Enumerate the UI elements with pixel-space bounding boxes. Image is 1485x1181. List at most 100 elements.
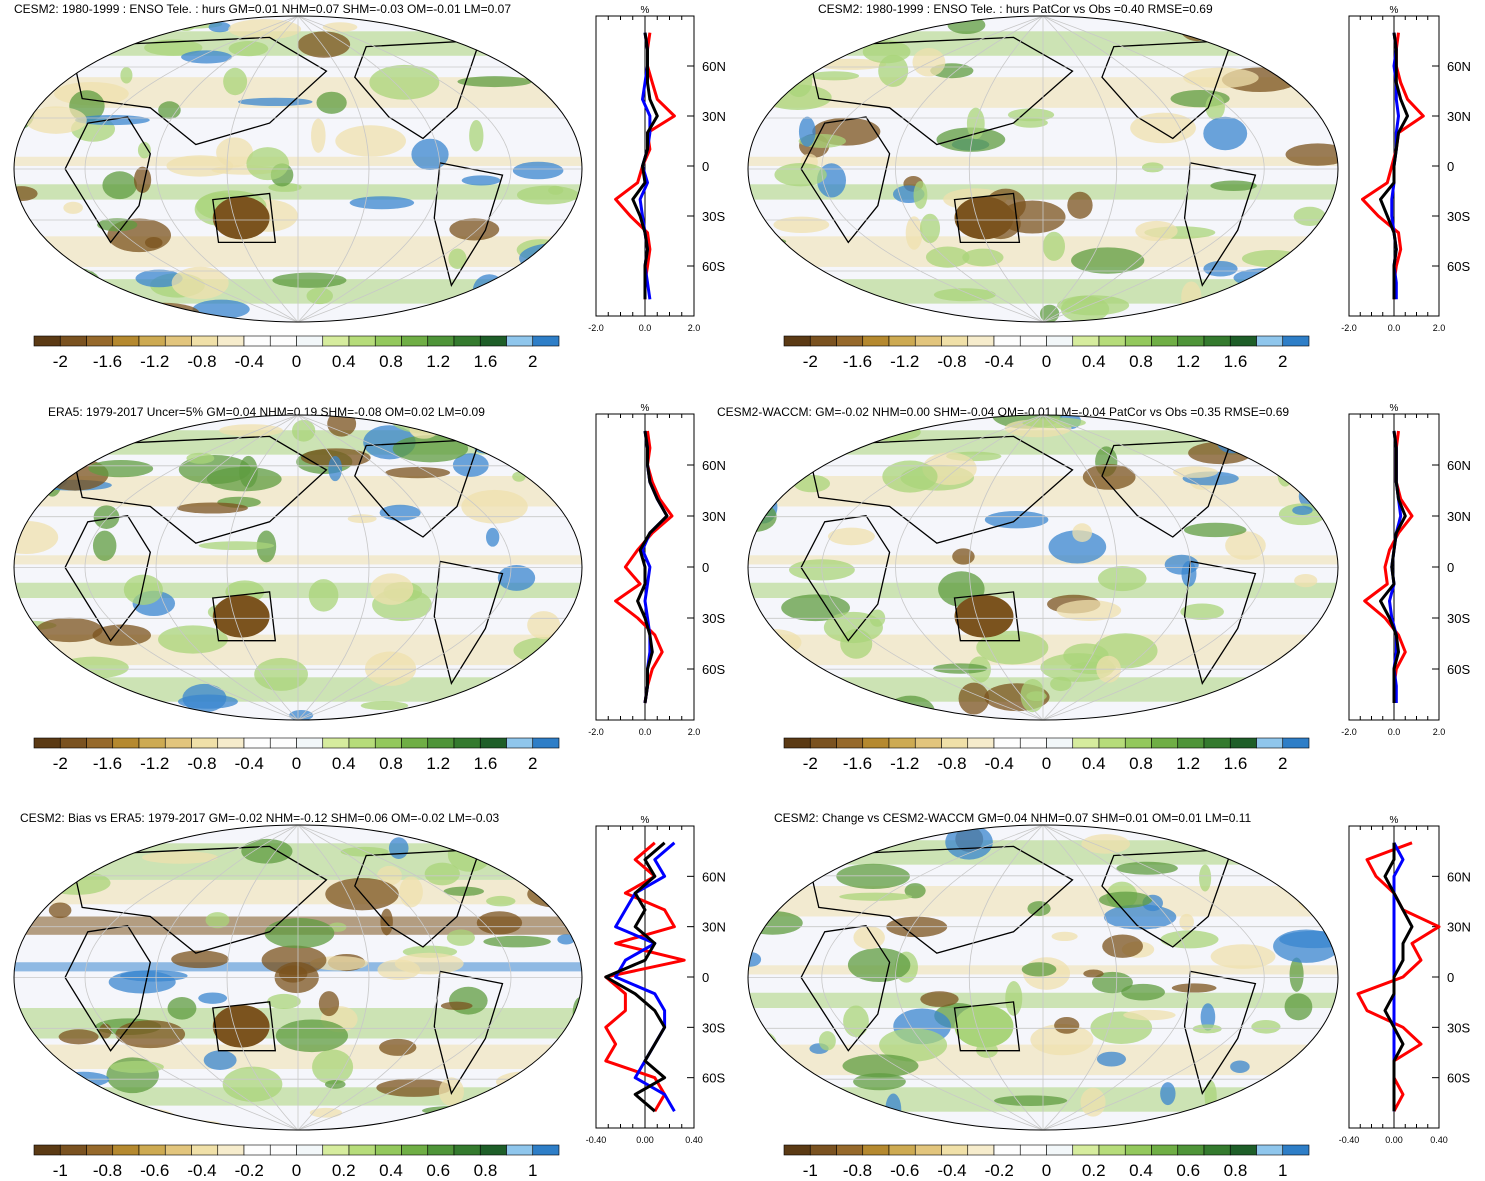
- field-blob: [246, 147, 289, 181]
- colorbar-label: 1.2: [426, 754, 450, 773]
- colorbar-box: [59, 335, 87, 347]
- colorbar-label: -1.2: [140, 352, 169, 371]
- field-blob: [530, 826, 548, 839]
- field-blob: [1294, 573, 1318, 588]
- graticule-lon: [297, 16, 512, 322]
- colorbar-box: [1098, 335, 1126, 347]
- australia-anomaly: [954, 594, 1014, 638]
- map-1: [747, 15, 1339, 323]
- colorbar-label: 2: [1278, 352, 1287, 371]
- field-blob: [773, 216, 830, 233]
- zonal-profile-4: % 60N 30N 0 30S 60S -0.40 0.00 0.40: [586, 815, 726, 1145]
- profile-lat-label: 30N: [702, 509, 726, 524]
- field-blob: [267, 993, 301, 1010]
- field-blob: [347, 514, 377, 524]
- graticule-lon: [895, 415, 1044, 720]
- graticule-lon: [1042, 16, 1118, 322]
- colorbar-label: 0: [292, 1161, 301, 1180]
- profile-x-label: 2.0: [1433, 727, 1446, 737]
- colorbar-label: 1.2: [426, 352, 450, 371]
- colorbar-label: 0.8: [379, 754, 403, 773]
- field-blob: [82, 1111, 133, 1122]
- field-blob: [962, 248, 1004, 267]
- colorbar-box: [112, 1144, 140, 1156]
- colorbar-box: [427, 737, 455, 749]
- field-blob: [1203, 116, 1248, 151]
- colorbar-box: [1124, 737, 1152, 749]
- profile-lat-label: 60S: [702, 259, 725, 274]
- field-blob: [1230, 1060, 1250, 1073]
- colorbar-box: [1229, 737, 1257, 749]
- colorbar-box: [479, 737, 507, 749]
- colorbar-box: [1124, 335, 1152, 347]
- field-blob: [14, 43, 54, 58]
- colorbar-box: [33, 335, 61, 347]
- colorbar-box: [1019, 335, 1047, 347]
- field-blob: [144, 237, 163, 249]
- colorbar-box: [243, 335, 271, 347]
- field-blob: [793, 474, 831, 493]
- colorbar-label: -0.8: [187, 352, 216, 371]
- graticule-lon: [226, 825, 299, 1130]
- field-blob: [171, 266, 229, 300]
- colorbar-4: -1 -0.8 -0.6 -0.4 -0.2 0 0.2 0.4 0.6 0.8 1: [33, 1144, 560, 1180]
- colorbar-box: [296, 335, 324, 347]
- graticule-lon: [84, 16, 299, 322]
- field-blob: [447, 308, 491, 322]
- field-blob: [449, 218, 500, 241]
- field-blob: [110, 33, 140, 43]
- field-blob: [1083, 969, 1104, 978]
- graticule-lon: [895, 16, 1044, 322]
- profile-x-label: -2.0: [1341, 323, 1357, 333]
- colorbar-box: [269, 737, 297, 749]
- field-blob: [1311, 1055, 1338, 1082]
- coastline: [433, 560, 504, 686]
- colorbar-box: [453, 737, 481, 749]
- colorbar-box: [217, 1144, 245, 1156]
- colorbar-box: [993, 335, 1021, 347]
- field-blob: [836, 863, 910, 889]
- graticule-lon: [1042, 415, 1118, 720]
- map-4: [13, 824, 583, 1131]
- field-blob: [241, 838, 293, 864]
- colorbar-box: [1098, 737, 1126, 749]
- field-blob: [102, 171, 137, 200]
- field-blob: [137, 141, 151, 159]
- field-blob: [1173, 466, 1218, 478]
- field-blob: [135, 269, 183, 288]
- colorbar-box: [1019, 1144, 1047, 1156]
- field-blob: [525, 689, 560, 718]
- field-blob: [1179, 913, 1194, 931]
- graticule-lon: [895, 825, 1044, 1130]
- profile-lat-label: 30N: [1447, 920, 1471, 935]
- field-blob: [448, 248, 467, 269]
- colorbar-box: [86, 737, 114, 749]
- field-blob: [63, 295, 102, 309]
- field-blob: [1251, 1020, 1281, 1034]
- field-blob: [748, 629, 802, 656]
- field-blob: [548, 185, 564, 195]
- field-blob: [1292, 505, 1313, 515]
- field-blob: [99, 1023, 112, 1039]
- colorbar-box: [112, 737, 140, 749]
- field-blob: [268, 182, 302, 192]
- colorbar-label: 0.4: [332, 352, 356, 371]
- colorbar-box: [217, 335, 245, 347]
- colorbar-box: [33, 1144, 61, 1156]
- field-blob: [1102, 934, 1143, 958]
- field-blob: [377, 959, 421, 980]
- map-2: [13, 414, 583, 721]
- field-blob: [1204, 1080, 1217, 1112]
- coastline: [800, 514, 891, 642]
- graticule-lon: [821, 16, 1044, 322]
- colorbar-label: -0.4: [235, 754, 264, 773]
- colorbar-label: -1.6: [93, 754, 122, 773]
- colorbar-label: -0.4: [235, 352, 264, 371]
- coastline: [212, 192, 277, 244]
- field-blob: [952, 548, 975, 565]
- field-blob: [1071, 247, 1145, 274]
- field-blob: [142, 851, 218, 864]
- colorbar-box: [269, 335, 297, 347]
- field-blob: [512, 471, 526, 482]
- coastline: [69, 435, 328, 544]
